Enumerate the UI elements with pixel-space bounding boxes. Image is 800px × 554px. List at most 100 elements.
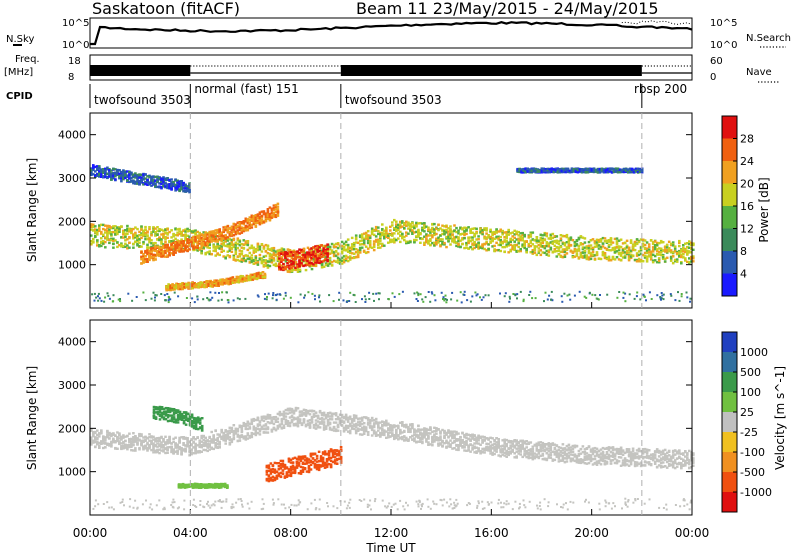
heatmap-cell bbox=[314, 257, 317, 260]
heatmap-cell bbox=[96, 173, 99, 176]
heatmap-cell bbox=[509, 232, 512, 235]
heatmap-cell bbox=[346, 259, 350, 263]
heatmap-cell bbox=[156, 245, 159, 248]
heatmap-cell bbox=[220, 250, 223, 253]
heatmap-cell bbox=[447, 233, 450, 236]
heatmap-cell bbox=[152, 230, 155, 233]
heatmap-cell bbox=[358, 235, 362, 239]
heatmap-cell bbox=[210, 234, 213, 237]
heatmap-cell bbox=[188, 191, 191, 194]
heatmap-cell bbox=[442, 298, 444, 300]
heatmap-cell bbox=[477, 246, 480, 249]
heatmap-cell bbox=[198, 239, 201, 242]
heatmap-cell bbox=[92, 223, 95, 226]
heatmap-cell bbox=[515, 231, 518, 234]
heatmap-cell bbox=[225, 291, 228, 294]
heatmap-cell bbox=[175, 282, 178, 285]
heatmap-cell bbox=[356, 254, 360, 257]
heatmap-cell bbox=[350, 243, 354, 246]
heatmap-cell bbox=[566, 170, 570, 174]
heatmap-cell bbox=[132, 235, 135, 238]
heatmap-cell bbox=[318, 259, 321, 262]
heatmap-cell bbox=[435, 238, 438, 242]
colorbar-tick-label: 12 bbox=[740, 223, 754, 236]
heatmap-cell bbox=[657, 253, 661, 256]
heatmap-cell bbox=[362, 243, 366, 246]
heatmap-cell bbox=[196, 246, 199, 250]
heatmap-cell bbox=[591, 253, 595, 256]
heatmap-cell bbox=[98, 175, 101, 178]
heatmap-cell bbox=[250, 215, 254, 219]
heatmap-cell bbox=[487, 294, 490, 297]
heatmap-cell bbox=[276, 214, 280, 217]
heatmap-cell bbox=[395, 227, 398, 230]
heatmap-cell bbox=[128, 228, 131, 232]
heatmap-cell bbox=[569, 238, 573, 241]
heatmap-cell bbox=[186, 227, 189, 231]
frequency-panel bbox=[89, 54, 693, 81]
heatmap-cell bbox=[181, 287, 184, 291]
heatmap-cell bbox=[248, 251, 252, 255]
heatmap-cell bbox=[272, 204, 276, 207]
heatmap-cell bbox=[578, 170, 582, 173]
heatmap-cell bbox=[544, 291, 547, 294]
heatmap-cell bbox=[348, 257, 352, 260]
heatmap-cell bbox=[581, 251, 585, 254]
heatmap-cell bbox=[146, 181, 149, 184]
power-heatmap bbox=[90, 164, 695, 304]
heatmap-cell bbox=[533, 248, 537, 251]
heatmap-cell bbox=[475, 230, 478, 234]
heatmap-cell bbox=[387, 232, 390, 236]
heatmap-cell bbox=[245, 278, 249, 282]
heatmap-cell bbox=[210, 230, 213, 233]
heatmap-cell bbox=[130, 440, 133, 443]
heatmap-cell bbox=[218, 237, 221, 240]
heatmap-cell bbox=[597, 244, 601, 247]
heatmap-cell bbox=[635, 238, 639, 241]
heatmap-cell bbox=[594, 169, 598, 172]
heatmap-cell bbox=[132, 440, 135, 444]
heatmap-cell bbox=[346, 248, 350, 251]
heatmap-cell bbox=[138, 183, 141, 186]
heatmap-cell bbox=[583, 254, 587, 257]
heatmap-cell bbox=[102, 436, 105, 439]
heatmap-cell bbox=[517, 242, 520, 245]
heatmap-cell bbox=[469, 246, 472, 249]
heatmap-cell bbox=[529, 231, 533, 234]
heatmap-cell bbox=[216, 231, 219, 234]
heatmap-cell bbox=[124, 229, 127, 232]
heatmap-cell bbox=[592, 169, 596, 172]
heatmap-cell bbox=[278, 248, 282, 252]
heatmap-cell bbox=[122, 174, 125, 177]
heatmap-cell bbox=[220, 242, 223, 245]
heatmap-cell bbox=[356, 241, 360, 244]
heatmap-cell bbox=[552, 168, 556, 171]
heatmap-cell bbox=[236, 231, 240, 234]
heatmap-cell bbox=[550, 170, 554, 174]
heatmap-cell bbox=[100, 237, 103, 240]
heatmap-cell bbox=[182, 186, 185, 189]
heatmap-cell bbox=[398, 293, 401, 296]
heatmap-cell bbox=[268, 218, 272, 221]
heatmap-cell bbox=[433, 232, 436, 235]
heatmap-cell bbox=[130, 437, 133, 441]
heatmap-cell bbox=[346, 256, 350, 259]
heatmap-cell bbox=[411, 221, 414, 225]
heatmap-cell bbox=[90, 428, 93, 431]
heatmap-cell bbox=[631, 254, 635, 258]
heatmap-cell bbox=[188, 188, 191, 192]
heatmap-cell bbox=[318, 256, 321, 260]
heatmap-cell bbox=[266, 247, 270, 251]
heatmap-cell bbox=[246, 218, 250, 221]
heatmap-cell bbox=[389, 240, 392, 244]
heatmap-cell bbox=[647, 251, 651, 254]
heatmap-cell bbox=[393, 237, 396, 240]
heatmap-cell bbox=[588, 169, 592, 172]
heatmap-cell bbox=[391, 221, 394, 224]
heatmap-cell bbox=[457, 229, 460, 232]
heatmap-cell bbox=[228, 247, 232, 250]
heatmap-cell bbox=[407, 241, 410, 244]
heatmap-cell bbox=[128, 227, 131, 230]
heatmap-cell bbox=[330, 261, 334, 264]
heatmap-cell bbox=[453, 236, 456, 239]
